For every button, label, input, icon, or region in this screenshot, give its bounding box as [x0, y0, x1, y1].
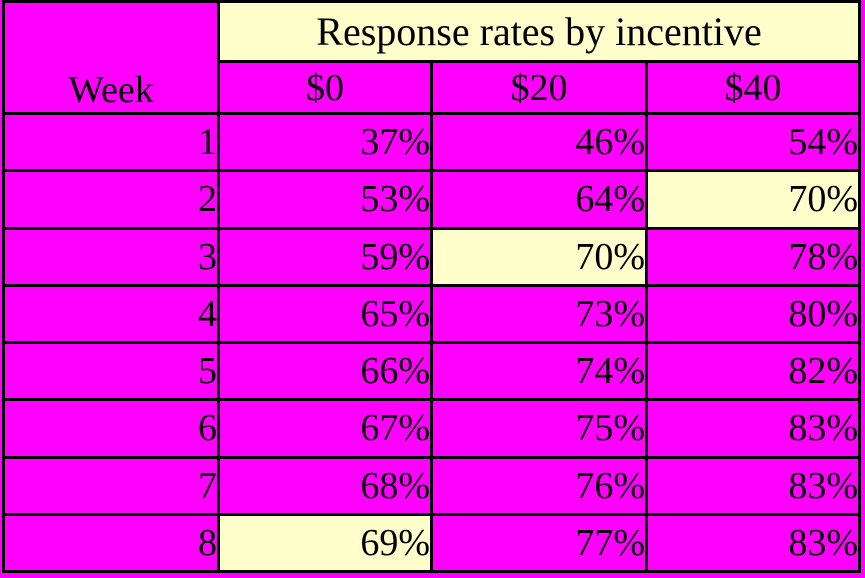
week-number-cell: 7	[2, 455, 220, 516]
value-cell-usd20: 74%	[430, 340, 648, 402]
value-cell-usd20: 70%	[430, 226, 648, 287]
value-cell-usd0: 66%	[217, 340, 433, 402]
week-number-cell: 3	[2, 226, 220, 287]
col-header-usd20: $20	[430, 60, 648, 115]
table-row: 5 66% 74% 82%	[2, 340, 862, 402]
value-cell-usd0: 37%	[217, 111, 433, 173]
value-cell-usd0: 69%	[217, 512, 433, 574]
week-number-cell: 4	[2, 283, 220, 345]
value-cell-usd20: 46%	[430, 111, 648, 173]
value-cell-usd40: 83%	[644, 455, 862, 516]
value-cell-usd40: 54%	[644, 111, 862, 173]
table-row: 6 67% 75% 83%	[2, 398, 862, 459]
week-number-cell: 8	[2, 512, 220, 574]
table-row: 1 37% 46% 54%	[2, 111, 862, 173]
week-number-cell: 5	[2, 340, 220, 402]
col-header-usd40: $40	[644, 60, 862, 115]
table-title-cell: Response rates by incentive	[216, 0, 862, 63]
value-cell-usd40: 83%	[644, 398, 862, 459]
value-cell-usd20: 75%	[430, 398, 648, 459]
week-number-cell: 2	[2, 169, 220, 230]
table-row: 2 53% 64% 70%	[2, 169, 862, 230]
value-cell-usd20: 64%	[430, 169, 648, 230]
value-cell-usd40: 78%	[644, 226, 862, 287]
value-cell-usd0: 68%	[217, 455, 433, 516]
table-row: 3 59% 70% 78%	[2, 226, 862, 287]
value-cell-usd0: 65%	[217, 283, 433, 345]
week-number-cell: 6	[2, 398, 220, 459]
value-cell-usd0: 59%	[217, 226, 433, 287]
value-cell-usd40: 80%	[644, 283, 862, 345]
value-cell-usd40: 82%	[644, 340, 862, 402]
value-cell-usd20: 76%	[430, 455, 648, 516]
value-cell-usd20: 73%	[430, 283, 648, 345]
table-row: 8 69% 77% 83%	[2, 512, 862, 574]
week-number-cell: 1	[2, 111, 220, 173]
value-cell-usd40: 70%	[644, 169, 862, 230]
table-row: 7 68% 76% 83%	[2, 455, 862, 516]
value-cell-usd20: 77%	[430, 512, 648, 574]
value-cell-usd40: 83%	[644, 512, 862, 574]
week-header-cell: Week	[2, 0, 220, 115]
table-row: 4 65% 73% 80%	[2, 283, 862, 345]
title-row: Week Response rates by incentive	[2, 0, 862, 115]
col-header-usd0: $0	[217, 60, 433, 115]
value-cell-usd0: 53%	[217, 169, 433, 230]
value-cell-usd0: 67%	[217, 398, 433, 459]
column-header-row: $0 $20 $40	[4, 60, 862, 115]
